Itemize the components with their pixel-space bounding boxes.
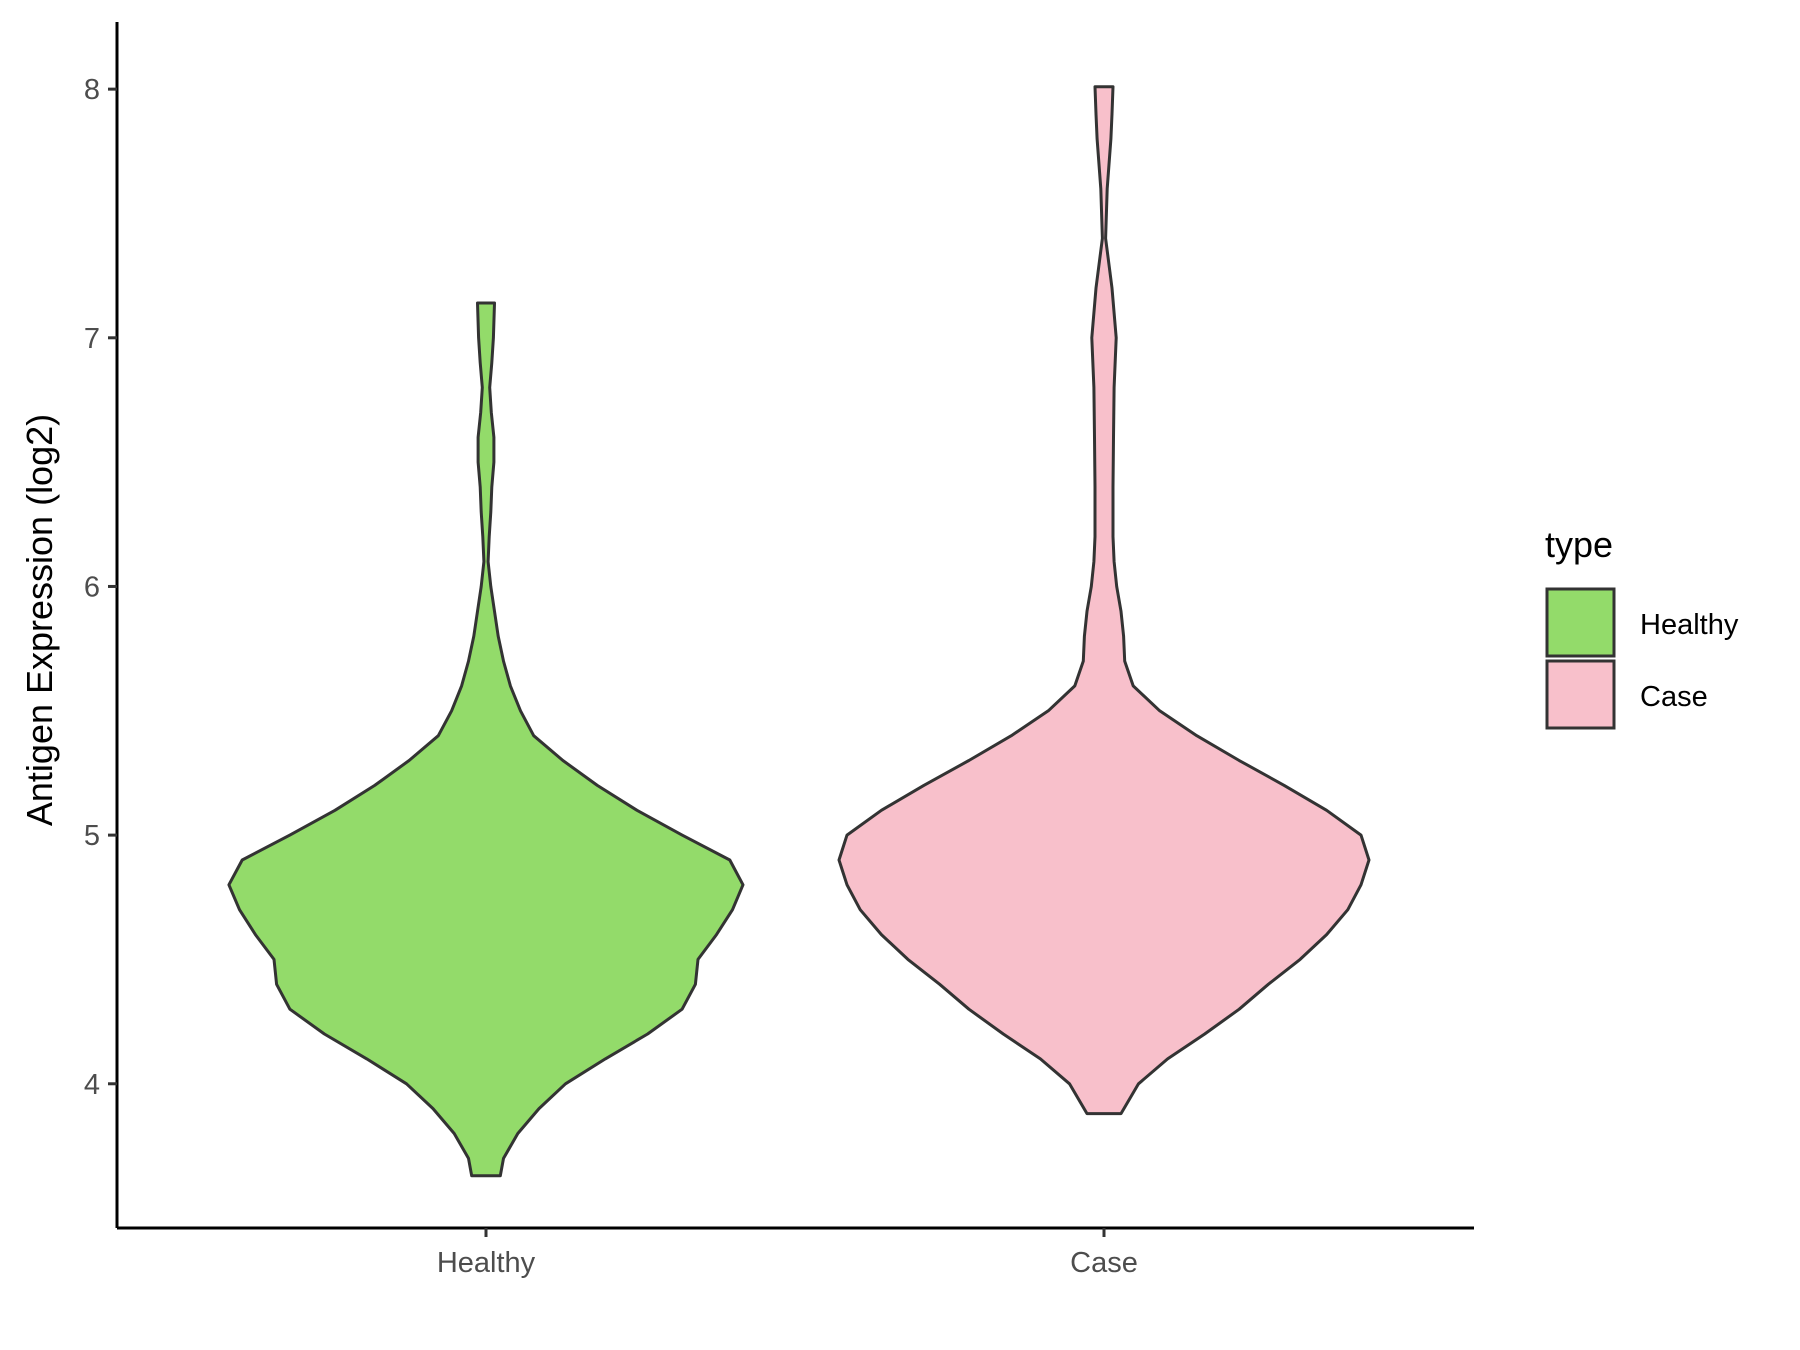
- legend-label-case: Case: [1640, 681, 1708, 713]
- axes-layer: 4 5 6 7 8 Healthy Case: [84, 22, 1474, 1279]
- legend-items: Healthy Case: [1545, 587, 1739, 730]
- y-tick-label-4: 4: [84, 1069, 100, 1101]
- x-tick-label-case: Case: [1070, 1247, 1138, 1279]
- y-tick-label-6: 6: [84, 571, 100, 603]
- legend-title: type: [1545, 524, 1613, 565]
- x-tick-label-healthy: Healthy: [437, 1247, 536, 1279]
- violins-layer: [227, 85, 1371, 1178]
- y-tick-label-5: 5: [84, 820, 100, 852]
- legend-key-healthy: [1545, 587, 1616, 658]
- violin-case: [837, 85, 1371, 1116]
- legend-key-case: [1545, 659, 1616, 730]
- legend: type Healthy Case: [1545, 524, 1739, 730]
- violin-healthy: [227, 301, 745, 1178]
- y-axis-title: Antigen Expression (log2): [19, 414, 60, 826]
- y-tick-label-8: 8: [84, 74, 100, 106]
- legend-label-healthy: Healthy: [1640, 609, 1739, 641]
- y-tick-label-7: 7: [84, 323, 100, 355]
